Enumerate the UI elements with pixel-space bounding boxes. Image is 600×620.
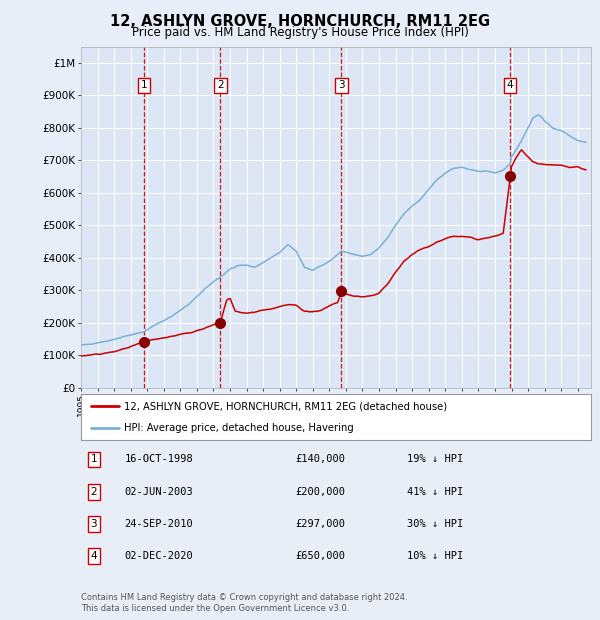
- Text: 1: 1: [91, 454, 97, 464]
- Text: 12, ASHLYN GROVE, HORNCHURCH, RM11 2EG: 12, ASHLYN GROVE, HORNCHURCH, RM11 2EG: [110, 14, 490, 29]
- Text: 3: 3: [91, 519, 97, 529]
- Text: 02-DEC-2020: 02-DEC-2020: [124, 551, 193, 561]
- Text: 41% ↓ HPI: 41% ↓ HPI: [407, 487, 464, 497]
- Text: £200,000: £200,000: [295, 487, 345, 497]
- Text: 3: 3: [338, 81, 345, 91]
- Text: £297,000: £297,000: [295, 519, 345, 529]
- Text: 2: 2: [217, 81, 224, 91]
- Text: 4: 4: [507, 81, 514, 91]
- Text: Contains HM Land Registry data © Crown copyright and database right 2024.
This d: Contains HM Land Registry data © Crown c…: [81, 593, 407, 613]
- Text: 24-SEP-2010: 24-SEP-2010: [124, 519, 193, 529]
- Text: 10% ↓ HPI: 10% ↓ HPI: [407, 551, 464, 561]
- Text: £140,000: £140,000: [295, 454, 345, 464]
- Text: 30% ↓ HPI: 30% ↓ HPI: [407, 519, 464, 529]
- Text: Price paid vs. HM Land Registry's House Price Index (HPI): Price paid vs. HM Land Registry's House …: [131, 26, 469, 39]
- Text: 12, ASHLYN GROVE, HORNCHURCH, RM11 2EG (detached house): 12, ASHLYN GROVE, HORNCHURCH, RM11 2EG (…: [124, 401, 448, 411]
- Text: £650,000: £650,000: [295, 551, 345, 561]
- Text: 1: 1: [140, 81, 147, 91]
- Text: 19% ↓ HPI: 19% ↓ HPI: [407, 454, 464, 464]
- Text: 02-JUN-2003: 02-JUN-2003: [124, 487, 193, 497]
- Text: 16-OCT-1998: 16-OCT-1998: [124, 454, 193, 464]
- Text: 2: 2: [91, 487, 97, 497]
- Text: HPI: Average price, detached house, Havering: HPI: Average price, detached house, Have…: [124, 423, 354, 433]
- Text: 4: 4: [91, 551, 97, 561]
